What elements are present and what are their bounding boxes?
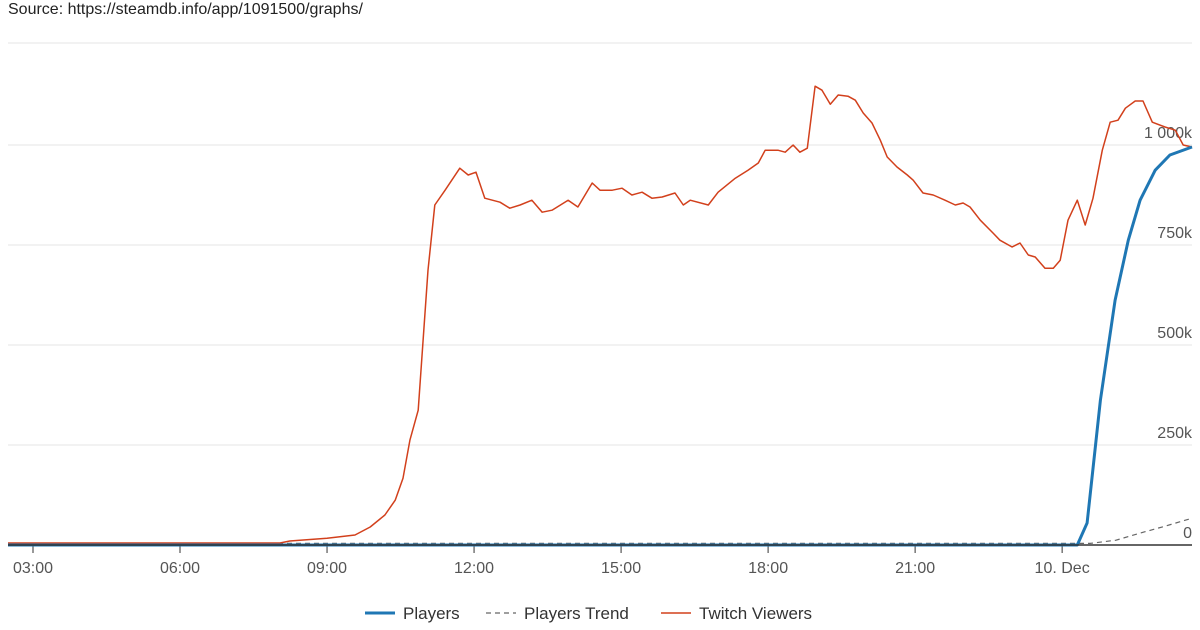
- x-tick-label: 18:00: [748, 560, 788, 577]
- y-tick-label: 0: [1183, 525, 1192, 542]
- x-tick-label: 12:00: [454, 560, 494, 577]
- x-tick-label: 09:00: [307, 560, 347, 577]
- x-tick-label: 03:00: [13, 560, 53, 577]
- x-tick-label: 10. Dec: [1035, 560, 1090, 577]
- series-line: [8, 85, 1193, 544]
- y-tick-label: 500k: [1157, 325, 1193, 342]
- series-line: [8, 145, 1193, 547]
- x-tick-label: 15:00: [601, 560, 641, 577]
- y-tick-label: 250k: [1157, 425, 1193, 442]
- y-tick-label: 750k: [1157, 225, 1193, 242]
- legend-label[interactable]: Players: [403, 604, 460, 623]
- series-line: [8, 517, 1193, 544]
- y-tick-label: 1 000k: [1144, 125, 1193, 142]
- legend-label[interactable]: Twitch Viewers: [699, 604, 812, 623]
- x-tick-label: 06:00: [160, 560, 200, 577]
- x-tick-label: 21:00: [895, 560, 935, 577]
- source: Source: https://steamdb.info/app/1091500…: [8, 1, 363, 18]
- legend-label[interactable]: Players Trend: [524, 604, 629, 623]
